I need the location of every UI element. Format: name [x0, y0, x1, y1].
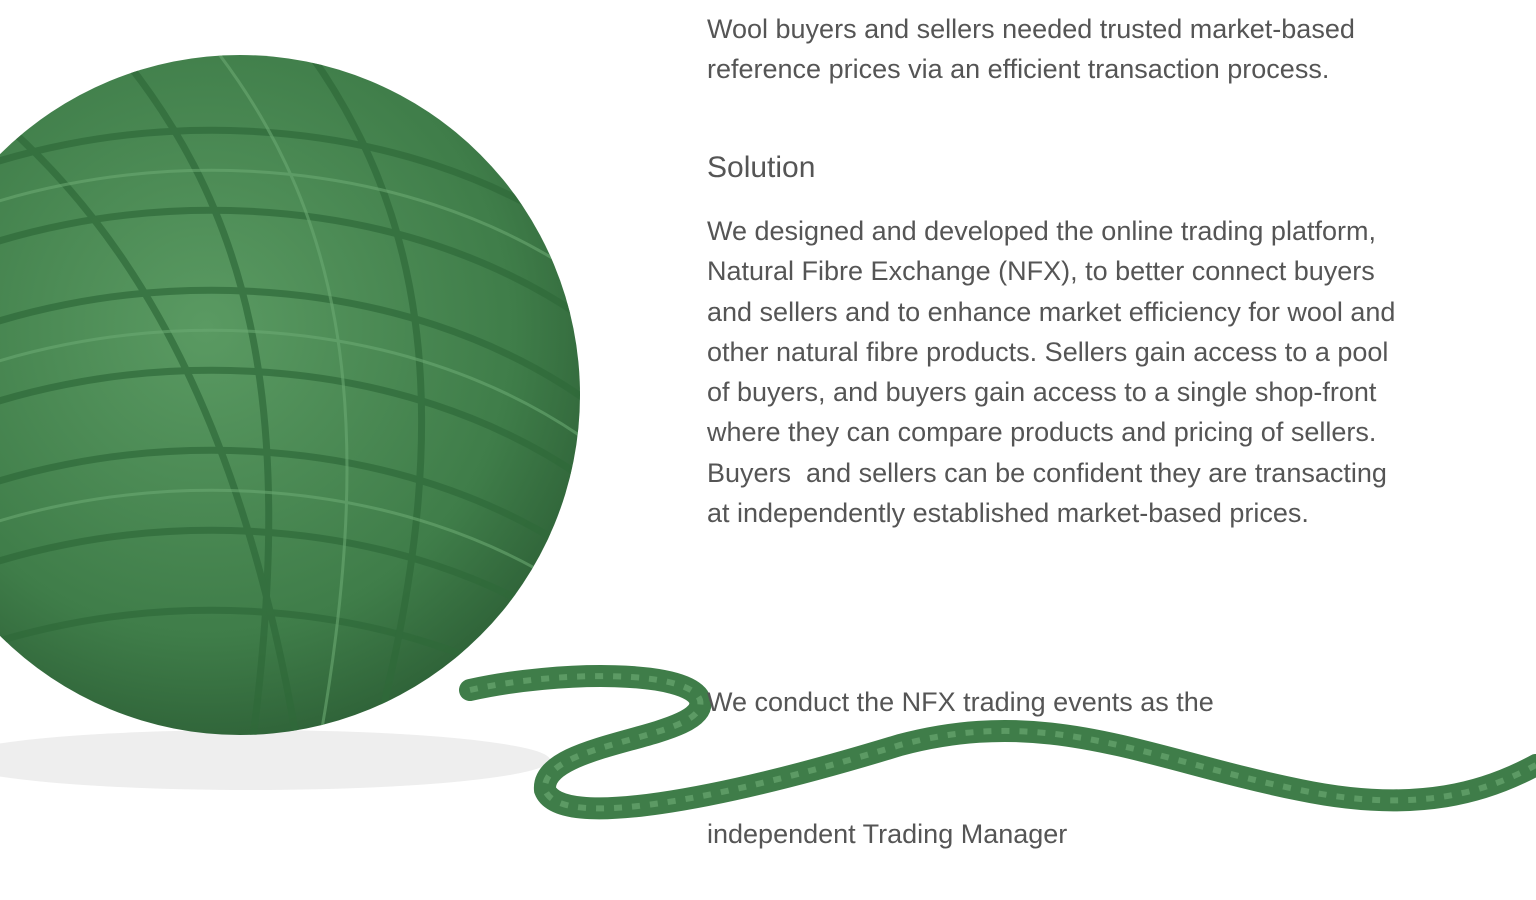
shadow [0, 730, 550, 790]
section-heading: Solution [707, 148, 1419, 188]
closing-line: We conduct the NFX trading events as the [707, 680, 1419, 724]
intro-text: Wool buyers and sellers needed trusted m… [707, 9, 1419, 89]
yarn-ball [0, 55, 580, 735]
page: Wool buyers and sellers needed trusted m… [0, 0, 1536, 825]
solution-text: We designed and developed the online tra… [707, 211, 1407, 533]
closing-text: We conduct the NFX trading events as the… [707, 592, 1419, 900]
closing-line: independent Trading Manager [707, 812, 1419, 856]
